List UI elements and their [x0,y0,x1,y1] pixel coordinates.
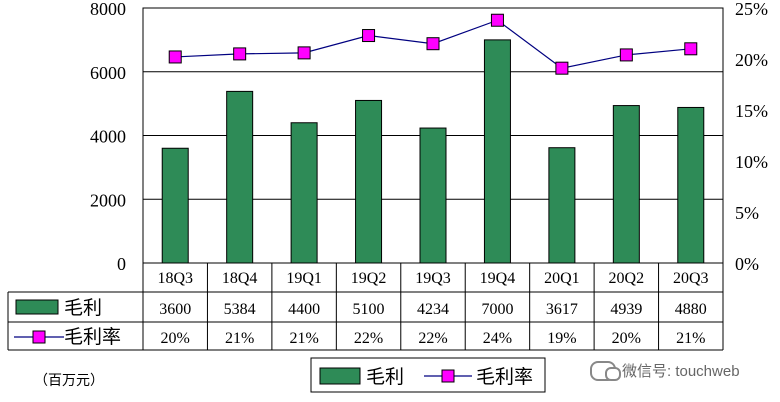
bar [161,147,189,264]
y-right-tick-label: 10% [735,152,768,172]
bar [548,147,576,264]
bar-series [161,39,705,264]
y-left-tick-label: 0 [117,254,126,274]
rate-marker [684,42,698,56]
row-header-gross-margin: 毛利率 [64,326,121,348]
axes: 0 2000 4000 6000 8000 0% 5% 10% 15% 20% 25% [90,0,768,274]
table-value: 24% [483,330,512,347]
table-value: 4939 [610,301,642,318]
table-value: 5384 [224,301,256,318]
rate-marker [297,46,311,60]
y-left-tick-label: 6000 [90,63,126,83]
rate-marker [168,50,182,64]
legend: 毛利 毛利率 [310,357,546,393]
y-left-tick-label: 8000 [90,0,126,19]
table-value: 22% [418,330,447,347]
rate-marker [619,48,633,62]
row-header-gross-profit: 毛利 [64,297,102,319]
y-left-tick-label: 2000 [90,190,126,210]
x-category-label: 18Q4 [222,270,258,287]
table-value: 21% [289,330,318,347]
rate-marker [362,29,376,43]
x-category-label: 19Q4 [480,270,516,287]
y-right-tick-label: 0% [735,254,759,274]
table-value: 7000 [481,301,513,318]
bar [612,105,640,264]
table-value: 3617 [546,301,578,318]
rate-marker [555,61,569,75]
x-category-label: 18Q3 [157,270,193,287]
line-series [168,13,698,75]
table-value: 19% [547,330,576,347]
bar [355,99,383,264]
unit-note: （百万元） [34,374,104,389]
legend-label-gross-profit: 毛利 [366,366,404,388]
table-value: 4880 [675,301,707,318]
x-category-label: 19Q3 [415,270,451,287]
y-left-tick-label: 4000 [90,127,126,147]
table-value: 21% [676,330,705,347]
table-value: 22% [354,330,383,347]
x-category-label: 19Q1 [286,270,322,287]
wechat-icon [590,360,621,381]
watermark: 微信号: touchweb [590,360,740,381]
y-right-tick-label: 15% [735,101,768,121]
row-key-bar [15,299,59,315]
legend-key-bar [319,367,361,385]
table-value: 5100 [353,301,385,318]
y-right-tick-label: 25% [735,0,768,19]
rate-marker [233,47,247,61]
table-value: 4400 [288,301,320,318]
table-value: 3600 [159,301,191,318]
x-category-label: 20Q3 [673,270,709,287]
rate-marker [426,37,440,51]
legend-key-marker [441,369,455,383]
bar [677,106,705,264]
legend-label-gross-margin: 毛利率 [476,366,533,388]
x-category-label: 20Q1 [544,270,580,287]
table-value: 20% [612,330,641,347]
plot-frame [142,7,724,264]
row-key-marker [32,330,46,344]
rate-marker [490,13,504,27]
x-category-label: 20Q2 [609,270,645,287]
bar [419,127,447,264]
data-table: 18Q3 18Q4 19Q1 19Q2 19Q3 19Q4 20Q1 20Q2 20Q3 3600… [7,263,724,351]
table-value: 20% [161,330,190,347]
bar [226,90,254,264]
table-value: 4234 [417,301,449,318]
bar [290,122,318,264]
watermark-text: 微信号: touchweb [622,363,740,380]
y-right-tick-label: 20% [735,50,768,70]
x-category-label: 19Q2 [351,270,387,287]
table-value: 21% [225,330,254,347]
y-right-tick-label: 5% [735,203,759,223]
bar [483,39,511,264]
